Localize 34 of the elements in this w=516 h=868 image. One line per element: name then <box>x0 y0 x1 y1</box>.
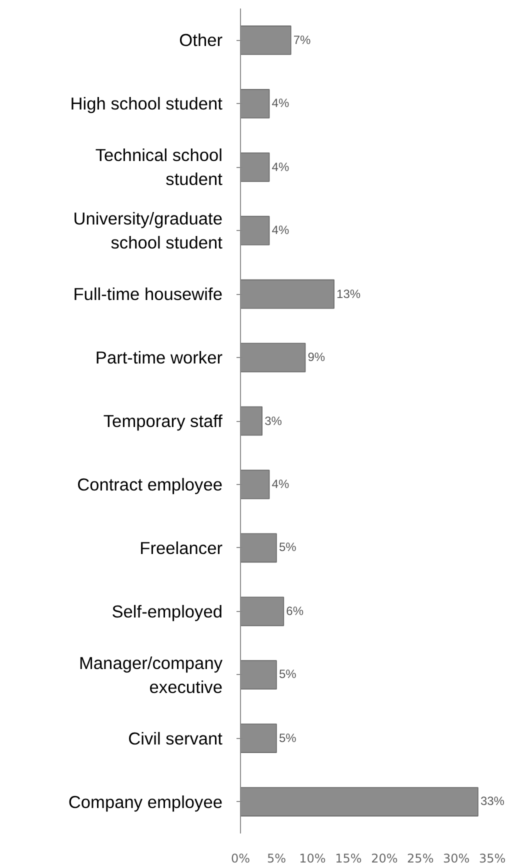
x-tick-label: 25% <box>407 852 434 866</box>
y-tick-label: Manager/company executive <box>78 652 223 697</box>
y-tick-label: University/graduate school student <box>73 208 223 253</box>
y-tick-label: Civil servant <box>128 728 223 748</box>
y-tick-label: Freelancer <box>140 538 223 558</box>
data-label: 5% <box>278 540 296 554</box>
x-tick-label: 0% <box>230 852 250 866</box>
x-tick-label: 10% <box>299 852 326 866</box>
data-label: 5% <box>278 730 296 745</box>
data-label: 4% <box>272 96 290 110</box>
y-tick-label: Company employee <box>68 792 222 812</box>
y-tick-label: Contract employee <box>77 474 222 494</box>
data-label: 9% <box>308 350 326 364</box>
data-label: 5% <box>278 667 296 682</box>
data-label: 13% <box>336 286 361 301</box>
y-tick-label: Self-employed <box>112 601 223 622</box>
data-label: 33% <box>480 794 504 808</box>
x-tick-label: 5% <box>266 852 286 866</box>
data-label: 6% <box>286 604 304 618</box>
data-label: 7% <box>293 32 311 47</box>
x-tick-label: 15% <box>335 852 362 866</box>
y-tick-label: High school student <box>70 94 223 114</box>
y-tick-label: Temporary staff <box>103 411 223 431</box>
data-label: 4% <box>272 160 290 174</box>
x-tick-label: 20% <box>371 852 398 866</box>
data-label: 4% <box>272 223 290 238</box>
x-tick-label: 30% <box>443 852 470 866</box>
x-tick-label: 35% <box>479 852 506 866</box>
data-label: 3% <box>264 414 282 428</box>
y-tick-label: Technical school student <box>95 145 223 190</box>
y-tick-label: Other <box>179 30 223 50</box>
data-label: 4% <box>272 476 290 491</box>
y-tick-label: Part-time worker <box>95 348 223 368</box>
y-tick-label: Full-time housewife <box>73 284 223 304</box>
